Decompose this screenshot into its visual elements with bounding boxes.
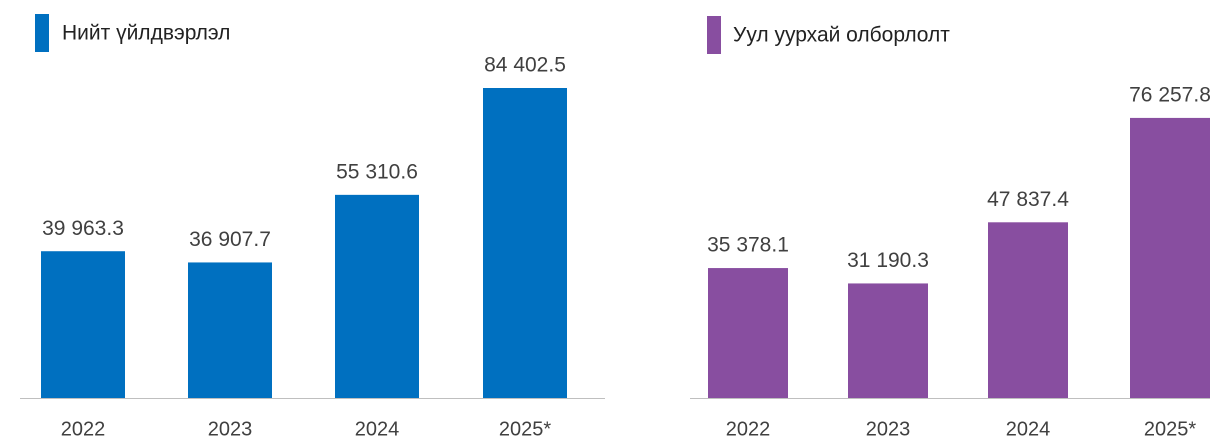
x-tick-label: 2024 [355,418,400,439]
chart-title: Уул уурхай олборлолт [733,24,950,47]
chart-title: Нийт үйлдвэрлэл [62,22,230,45]
data-label: 35 378.1 [707,234,789,257]
bar [335,194,419,398]
x-tick-label: 2025* [1144,418,1196,439]
legend-swatch [35,14,49,52]
bar [708,268,788,398]
data-label: 47 837.4 [987,188,1069,211]
x-tick-label: 2022 [726,418,771,439]
bar [188,262,272,398]
data-label: 84 402.5 [484,54,566,77]
data-label: 55 310.6 [336,160,418,183]
data-label: 39 963.3 [42,217,124,240]
data-label: 76 257.8 [1129,83,1211,106]
legend-swatch [707,16,721,54]
x-tick-label: 2023 [866,418,911,439]
bar [483,88,567,398]
x-tick-label: 2025* [499,418,551,439]
data-label: 31 190.3 [847,249,929,272]
data-label: 36 907.7 [189,228,271,251]
bar [848,283,928,398]
x-tick-label: 2024 [1006,418,1051,439]
bar [1130,117,1210,398]
x-tick-label: 2023 [208,418,253,439]
bar [41,251,125,398]
x-tick-label: 2022 [61,418,106,439]
bar [988,222,1068,398]
